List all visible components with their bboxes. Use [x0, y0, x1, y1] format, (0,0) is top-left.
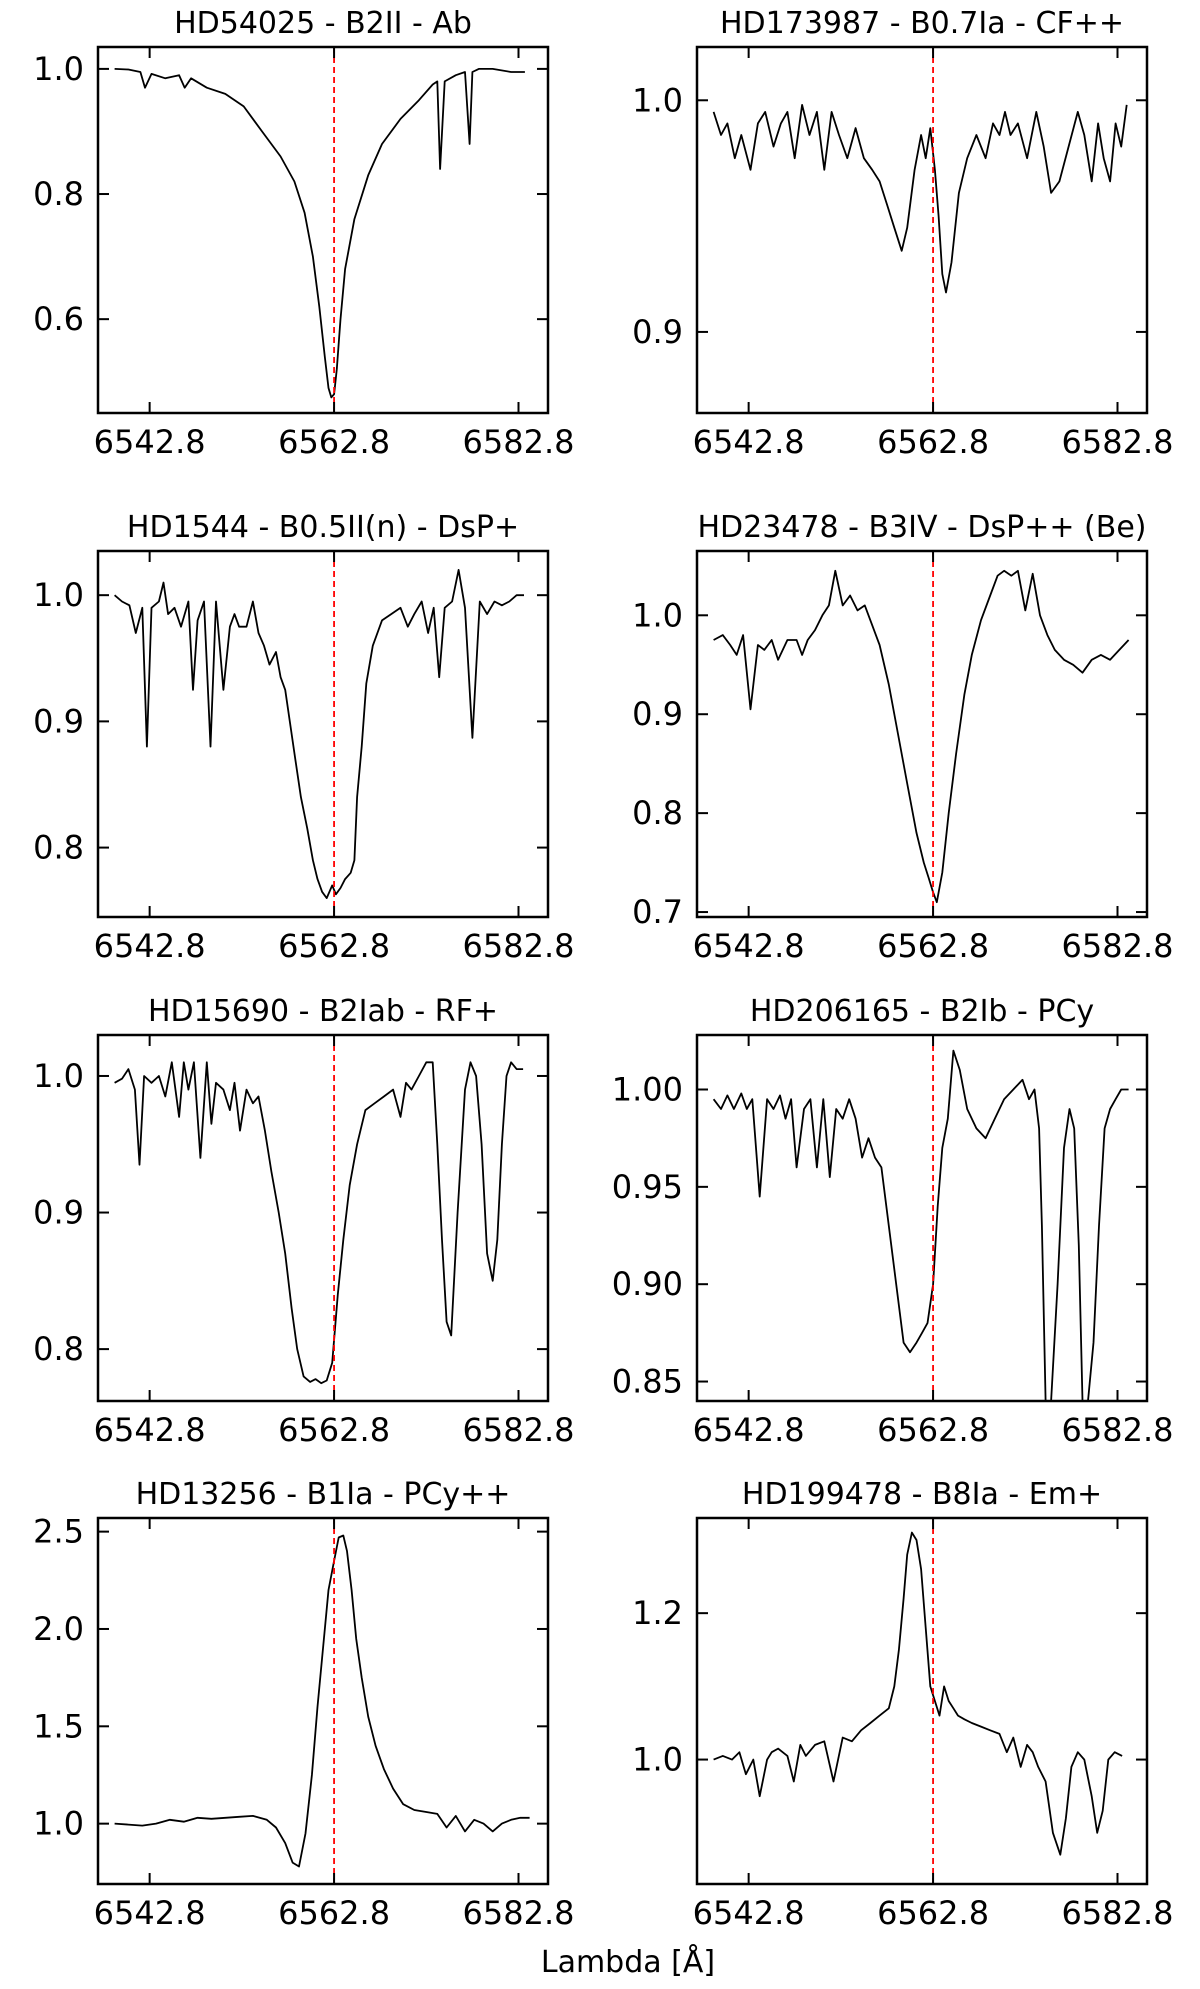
- x-tick-label: 6562.8: [278, 1894, 390, 1932]
- x-tick-label: 6562.8: [278, 927, 390, 965]
- spectrum-panel-1: HD54025 - B2II - Ab 6542.8 6562.8 6582.8 0.6…: [33, 6, 574, 461]
- axes-frame: [695, 45, 1149, 415]
- x-tick-label: 6542.8: [94, 1411, 206, 1449]
- y-tick-label: 1.2: [632, 1594, 683, 1632]
- x-tick-label: 6582.8: [1062, 1894, 1174, 1932]
- y-tick-label: 1.0: [632, 596, 683, 634]
- axes-frame: [695, 1516, 1149, 1886]
- y-tick-label: 0.9: [33, 1194, 84, 1232]
- spectrum-panel-3: HD1544 - B0.5II(n) - DsP+ 6542.8 6562.8 658…: [33, 510, 574, 965]
- x-tick-label: 6542.8: [94, 423, 206, 461]
- spectrum-line: [114, 1061, 524, 1385]
- x-axis-label: Lambda [Å]: [541, 1944, 715, 1980]
- spectrum-line: [712, 1049, 1129, 1401]
- x-tick-label: 6562.8: [877, 927, 989, 965]
- panel-title: HD1544 - B0.5II(n) - DsP+: [127, 510, 519, 545]
- y-tick-label: 0.8: [33, 175, 84, 213]
- x-tick-label: 6562.8: [877, 1894, 989, 1932]
- panel-title: HD173987 - B0.7Ia - CF++: [720, 6, 1124, 41]
- y-tick-label: 2.5: [33, 1513, 84, 1551]
- y-tick-label: 0.9: [33, 702, 84, 740]
- panel-title: HD199478 - B8Ia - Em+: [742, 1477, 1102, 1512]
- spectrum-panel-6: HD206165 - B2Ib - PCy 6542.8 6562.8 6582.8 0…: [612, 994, 1174, 1449]
- y-tick-label: 1.0: [33, 1057, 84, 1095]
- y-tick-label: 1.0: [33, 50, 84, 88]
- y-tick-label: 1.00: [612, 1071, 683, 1109]
- spectrum-panel-5: HD15690 - B2Iab - RF+ 6542.8 6562.8 6582.8 0…: [33, 994, 574, 1449]
- axes-frame: [96, 549, 550, 919]
- x-tick-label: 6582.8: [1062, 1411, 1174, 1449]
- x-tick-label: 6562.8: [278, 423, 390, 461]
- spectrum-panel-7: HD13256 - B1Ia - PCy++ 6542.8 6562.8 6582.8…: [33, 1477, 574, 1932]
- x-tick-label: 6542.8: [94, 1894, 206, 1932]
- x-tick-label: 6582.8: [463, 927, 575, 965]
- x-tick-label: 6542.8: [693, 927, 805, 965]
- panel-title: HD54025 - B2II - Ab: [174, 6, 472, 41]
- spectrum-panel-4: HD23478 - B3IV - DsP++ (Be) 6542.8 6562.8 6…: [632, 510, 1173, 965]
- x-tick-label: 6562.8: [877, 423, 989, 461]
- x-tick-label: 6582.8: [1062, 423, 1174, 461]
- y-tick-label: 1.0: [33, 1805, 84, 1843]
- spectrum-panel-2: HD173987 - B0.7Ia - CF++ 6542.8 6562.8 6582…: [632, 6, 1173, 461]
- y-tick-label: 0.90: [612, 1265, 683, 1303]
- y-tick-label: 0.8: [33, 829, 84, 867]
- spectrum-line: [114, 68, 525, 399]
- y-tick-label: 0.8: [33, 1330, 84, 1368]
- x-tick-label: 6582.8: [463, 1411, 575, 1449]
- y-tick-label: 0.95: [612, 1168, 683, 1206]
- x-tick-label: 6582.8: [463, 1894, 575, 1932]
- y-tick-label: 0.7: [632, 893, 683, 931]
- y-tick-label: 1.0: [632, 81, 683, 119]
- spectrum-line: [114, 569, 524, 899]
- y-tick-label: 0.85: [612, 1363, 683, 1401]
- spectrum-line: [713, 1531, 1123, 1856]
- x-tick-label: 6542.8: [693, 423, 805, 461]
- y-tick-label: 0.9: [632, 695, 683, 733]
- y-tick-label: 1.0: [33, 576, 84, 614]
- x-tick-label: 6582.8: [1062, 927, 1174, 965]
- panel-title: HD23478 - B3IV - DsP++ (Be): [697, 510, 1146, 545]
- y-tick-label: 1.0: [632, 1741, 683, 1779]
- spectrum-line: [713, 569, 1130, 904]
- axes-frame: [96, 45, 550, 415]
- x-tick-label: 6562.8: [278, 1411, 390, 1449]
- x-tick-label: 6542.8: [693, 1411, 805, 1449]
- panel-title: HD13256 - B1Ia - PCy++: [136, 1477, 511, 1512]
- x-tick-label: 6562.8: [877, 1411, 989, 1449]
- spectrum-line: [712, 104, 1128, 294]
- panel-title: HD15690 - B2Iab - RF+: [148, 994, 498, 1029]
- y-tick-label: 0.8: [632, 794, 683, 832]
- axes-frame: [96, 1516, 550, 1886]
- axes-frame: [96, 1033, 550, 1403]
- panel-title: HD206165 - B2Ib - PCy: [750, 994, 1094, 1029]
- y-tick-label: 2.0: [33, 1610, 84, 1648]
- axes-frame: [695, 549, 1149, 919]
- x-tick-label: 6542.8: [94, 927, 206, 965]
- y-tick-label: 0.9: [632, 313, 683, 351]
- spectrum-panel-8: HD199478 - B8Ia - Em+ 6542.8 6562.8 6582.8 1…: [632, 1477, 1173, 1932]
- y-tick-label: 0.6: [33, 300, 84, 338]
- axes-frame: [695, 1033, 1149, 1403]
- x-tick-label: 6542.8: [693, 1894, 805, 1932]
- y-tick-label: 1.5: [33, 1707, 84, 1745]
- x-tick-label: 6582.8: [463, 423, 575, 461]
- spectrum-line: [114, 1534, 530, 1868]
